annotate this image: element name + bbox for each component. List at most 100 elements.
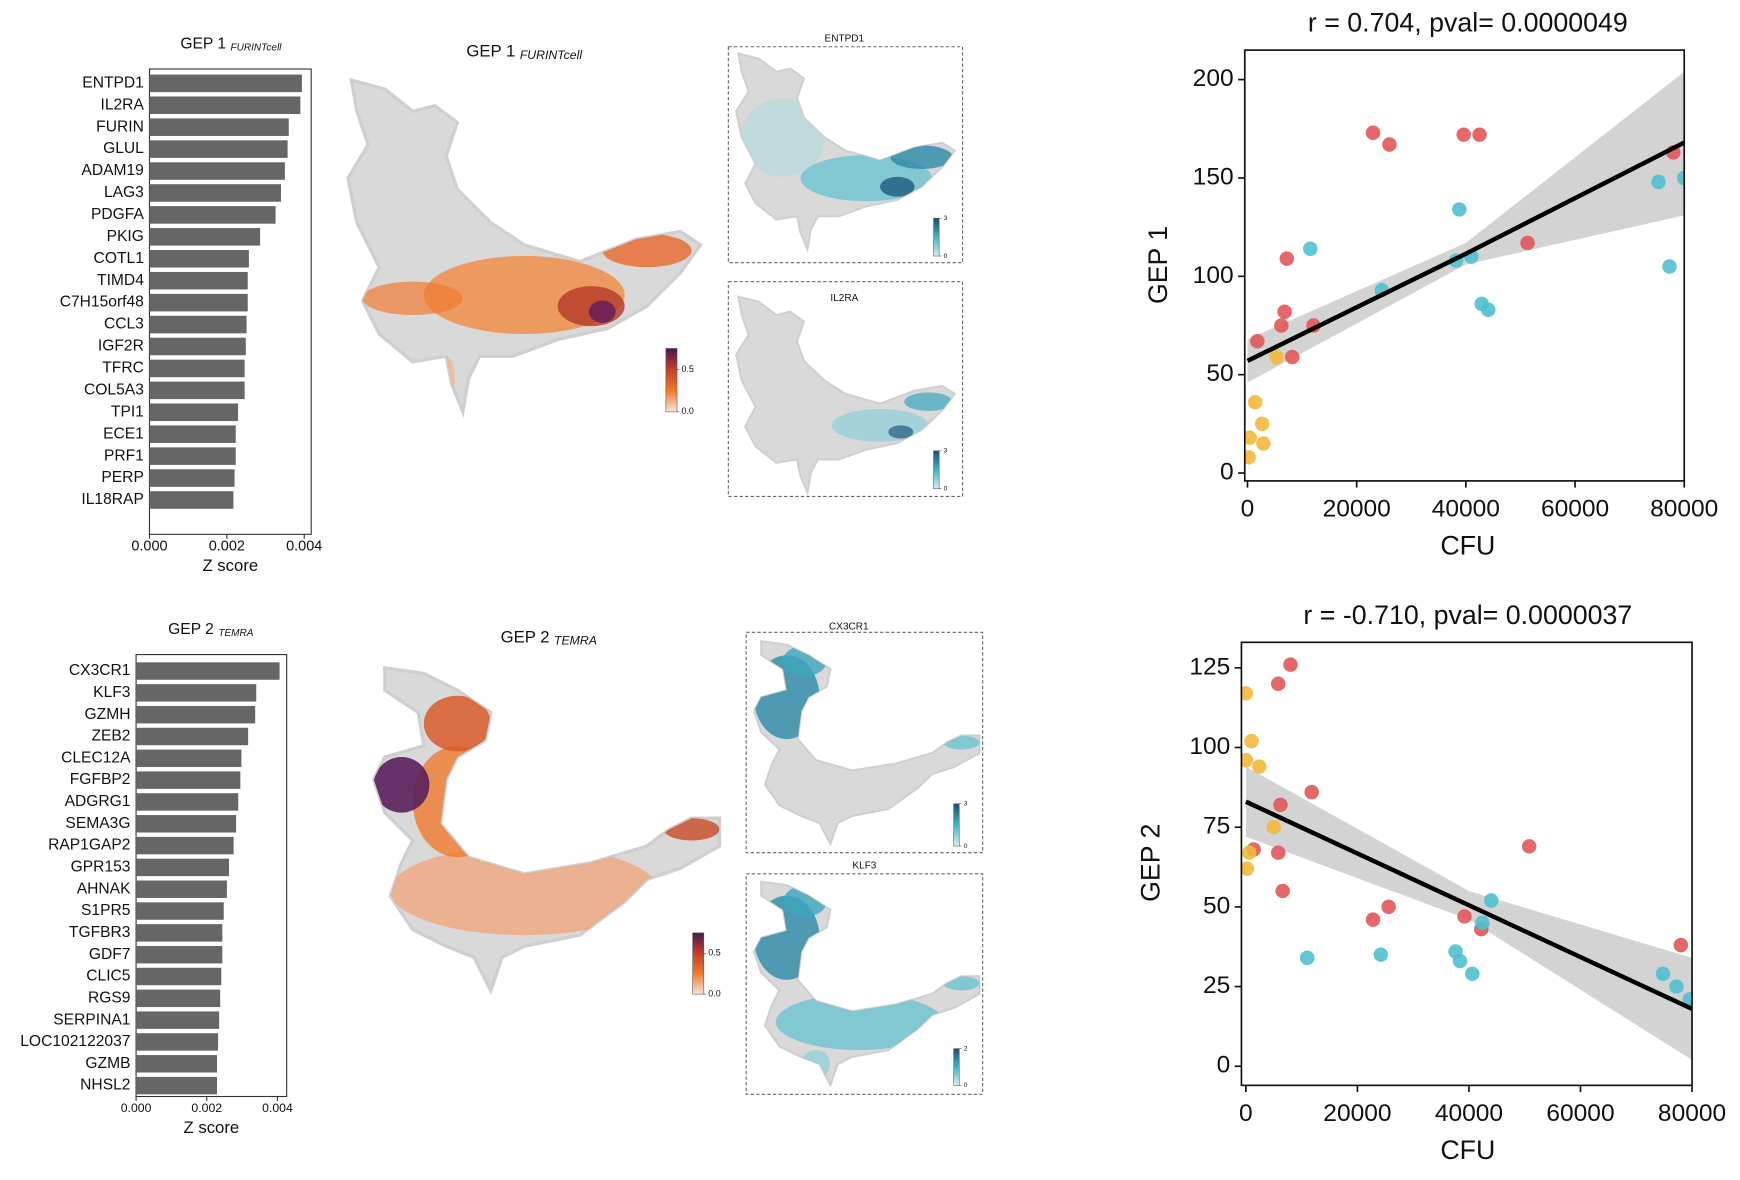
x-tick-label: 80000 [1658,1100,1726,1127]
panel-title: GEP 2 [501,627,550,646]
category-label: LAG3 [104,184,144,201]
category-label: TPI1 [111,403,144,420]
expression-patch [588,300,616,323]
x-tick-label: 0.004 [286,538,322,554]
data-point [1304,784,1319,800]
data-point [1373,947,1389,962]
y-tick-label: 25 [1203,972,1230,999]
panel-title: IL2RA [830,293,858,304]
expression-patch [943,976,980,991]
data-point [1266,819,1282,835]
data-point [1669,979,1684,994]
data-point [1283,657,1298,672]
expression-patch [783,885,827,917]
category-label: AHNAK [77,880,131,897]
chart-title: r = -0.710, pval= 0.0000037 [1303,600,1632,630]
embedding-cells [735,295,957,497]
category-label: KLF3 [93,684,130,701]
x-tick-label: 0.000 [131,538,167,554]
bar [136,1055,218,1073]
expression-patch [775,993,944,1050]
y-tick-label: 50 [1206,360,1233,387]
bar [136,815,237,833]
y-tick-label: 150 [1193,163,1234,190]
expression-patch [741,98,825,177]
category-label: TIMD4 [97,272,144,289]
data-point [1299,950,1315,966]
category-label: RGS9 [88,989,131,1006]
y-tick-label: 100 [1189,733,1230,760]
plot-area [1244,71,1685,465]
y-tick-label: 100 [1193,262,1234,289]
category-label: ZEB2 [91,728,130,745]
panel-title: GEP 1 [466,42,515,61]
panel-title-note: FURINTcell [231,42,283,53]
colorbar-tick-label: 3 [944,448,948,455]
expression-patch [943,735,980,750]
colorbar [953,1048,960,1086]
category-label: TFRC [102,360,144,377]
category-label: PKIG [107,228,144,245]
bar [136,880,227,898]
x-axis-label: CFU [1440,1135,1495,1165]
bar [149,491,234,509]
data-point [1472,127,1487,142]
data-point [1244,430,1257,445]
bar [149,315,247,334]
embedding [346,77,703,419]
data-point [1250,334,1265,349]
bar [136,836,234,855]
category-label: GZMB [85,1055,130,1072]
category-label: IL2RA [100,96,144,113]
colorbar [665,348,678,413]
expression-patch [831,408,929,442]
category-label: ADAM19 [81,162,143,179]
data-point [1682,992,1693,1007]
bar [149,228,261,246]
category-label: COTL1 [94,250,144,267]
data-point [1365,125,1381,140]
data-point [1365,912,1381,927]
bar [136,771,241,789]
colorbar-tick-label: 0 [964,1082,968,1089]
category-label: IL18RAP [81,491,143,508]
bar [149,469,235,487]
data-point [1303,241,1318,257]
confidence-band [1247,71,1685,383]
data-point [1273,797,1288,813]
bar [136,858,230,877]
panel-title-note: FURINTcell [520,48,583,62]
data-point [1452,202,1467,217]
bar [149,184,282,202]
panel-frame [727,46,964,264]
bar [149,74,302,93]
x-tick-label: 40000 [1432,495,1500,522]
embedding-cells [346,77,703,419]
expression-overlay [741,98,953,202]
data-point [1241,753,1254,768]
plot-frame [1243,49,1686,482]
plot-area [1241,657,1693,1060]
panel-frame [745,631,984,854]
bar [149,425,236,443]
colorbar-tick-label: 3 [944,215,948,222]
data-point [1673,937,1689,953]
bar [149,359,245,378]
x-tick-label: 20000 [1323,1100,1391,1127]
category-label: PERP [101,469,144,486]
plot-frame [1240,641,1693,1087]
data-point [1475,915,1490,931]
category-label: ECE1 [103,425,144,442]
panel-frame [727,281,964,498]
bar [149,271,248,290]
data-point [1651,174,1666,190]
colorbar [953,803,960,847]
category-label: PRF1 [104,447,144,464]
expression-patch [602,233,692,268]
bar [136,662,280,680]
bar [149,140,288,158]
panel-title: GEP 2 [168,621,214,638]
category-label: SERPINA1 [53,1011,130,1028]
embedding [752,880,981,1088]
expression-overlay [754,645,980,750]
